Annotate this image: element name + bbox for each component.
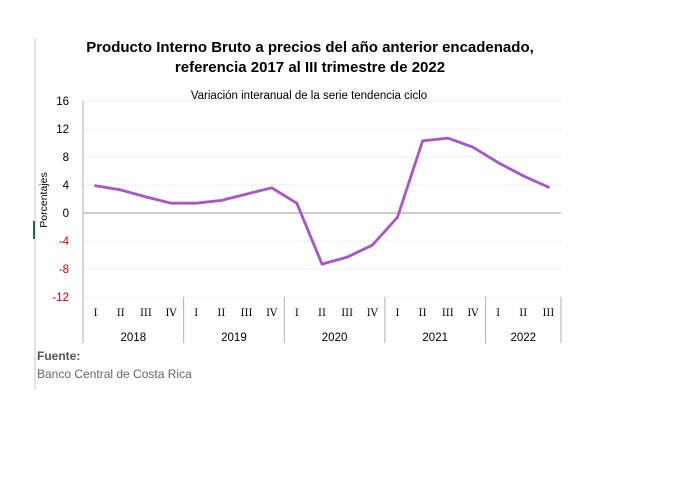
quarter-tick-label: III bbox=[140, 308, 152, 319]
data-point bbox=[421, 139, 424, 143]
quarter-tick-label: I bbox=[395, 308, 399, 319]
source-text: Banco Central de Costa Rica bbox=[37, 367, 192, 381]
data-point bbox=[471, 145, 475, 149]
grid-lines bbox=[83, 100, 561, 298]
chart-title-line-2: referencia 2017 al III trimestre de 2022 bbox=[175, 59, 445, 76]
year-label: 2020 bbox=[322, 332, 348, 344]
quarter-tick-label: II bbox=[217, 308, 225, 319]
y-tick-label: 8 bbox=[63, 152, 69, 164]
quarter-tick-label: III bbox=[241, 308, 253, 319]
quarter-tick-label: I bbox=[94, 308, 98, 319]
quarter-tick-label: IV bbox=[367, 308, 379, 319]
year-label: 2018 bbox=[121, 332, 147, 344]
quarter-tick-label: IV bbox=[266, 308, 278, 319]
y-tick-label: 4 bbox=[63, 180, 70, 192]
quarter-tick-label: I bbox=[295, 308, 299, 319]
y-tick-label: 0 bbox=[63, 208, 69, 220]
y-tick-label: 16 bbox=[56, 96, 69, 108]
data-point bbox=[270, 186, 273, 190]
data-point bbox=[144, 195, 148, 199]
data-point bbox=[345, 255, 349, 259]
y-axis-label: Porcentajes bbox=[38, 172, 50, 227]
chart-title-line-1: Producto Interno Bruto a precios del año… bbox=[86, 39, 534, 56]
data-point bbox=[446, 136, 450, 140]
series-layer bbox=[94, 136, 550, 266]
data-point bbox=[320, 262, 324, 266]
x-axis: I II III IV I II III IV I II III IV I II III IV I II III20… bbox=[82, 101, 562, 344]
y-tick-label: -8 bbox=[59, 264, 69, 276]
data-point bbox=[220, 199, 223, 202]
left-frame-marker bbox=[33, 221, 35, 239]
y-tick-label: -12 bbox=[52, 292, 69, 304]
data-point bbox=[119, 188, 123, 192]
y-tick-label: -4 bbox=[59, 236, 70, 248]
quarter-tick-label: I bbox=[496, 308, 500, 319]
data-point bbox=[194, 201, 198, 205]
quarter-tick-label: II bbox=[419, 308, 427, 319]
quarter-tick-label: IV bbox=[467, 308, 479, 319]
quarter-tick-label: II bbox=[519, 308, 527, 319]
quarter-tick-label: III bbox=[442, 308, 454, 319]
data-point bbox=[245, 192, 248, 196]
data-point bbox=[371, 243, 374, 247]
quarter-tick-label: III bbox=[341, 308, 353, 319]
quarter-tick-label: III bbox=[542, 308, 554, 319]
quarter-tick-label: I bbox=[194, 308, 198, 319]
year-label: 2022 bbox=[510, 332, 536, 344]
y-tick-label: 12 bbox=[56, 124, 69, 136]
year-label: 2019 bbox=[221, 332, 247, 344]
quarter-tick-label: II bbox=[318, 308, 326, 319]
y-tick-labels: 16 12 8 4 0 -4 -8 -12 bbox=[52, 96, 69, 304]
data-point bbox=[169, 201, 173, 205]
data-point bbox=[94, 184, 97, 187]
data-point bbox=[521, 174, 525, 178]
quarter-tick-label: II bbox=[117, 308, 125, 319]
year-label: 2021 bbox=[422, 332, 448, 344]
data-point bbox=[295, 201, 299, 205]
data-point bbox=[496, 161, 500, 164]
quarter-tick-label: IV bbox=[165, 308, 177, 319]
chart-subtitle: Variación interanual de la serie tendenc… bbox=[191, 90, 427, 102]
data-point bbox=[396, 215, 399, 219]
data-point bbox=[547, 185, 550, 189]
source-label: Fuente: bbox=[37, 349, 81, 363]
